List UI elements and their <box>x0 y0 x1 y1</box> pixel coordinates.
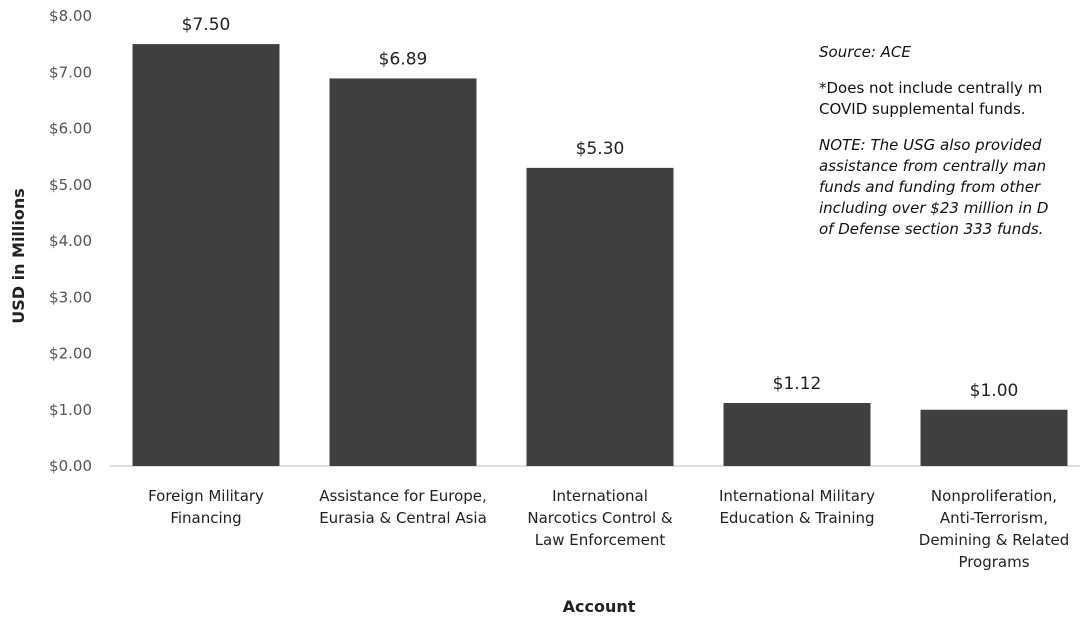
usg-note-line-5: of Defense section 333 funds. <box>819 220 1044 238</box>
bar-value-label: $1.00 <box>970 381 1019 401</box>
bars <box>132 44 1068 466</box>
category-label: Assistance for Europe, <box>319 487 487 505</box>
y-tick-label: $3.00 <box>49 288 92 306</box>
category-label: Education & Training <box>719 509 874 527</box>
usg-note-line-4: including over $23 million in D <box>819 199 1049 217</box>
category-label: Anti-Terrorism, <box>940 509 1048 527</box>
usg-note-line-3: funds and funding from other <box>819 178 1041 196</box>
bar <box>329 78 477 466</box>
bar-value-label: $5.30 <box>576 139 625 159</box>
chart-notes: Source: ACE *Does not include centrally … <box>819 42 1080 240</box>
y-tick-label: $7.00 <box>49 63 92 81</box>
usg-note-line-1: NOTE: The USG also provided <box>819 136 1042 154</box>
category-label: Programs <box>958 553 1029 571</box>
bar-value-label: $7.50 <box>182 15 231 35</box>
usg-note-line-2: assistance from centrally man <box>819 157 1047 175</box>
category-label: Financing <box>170 509 241 527</box>
category-label: International <box>552 487 648 505</box>
source-note: Source: ACE <box>819 43 911 61</box>
bar <box>723 403 871 466</box>
bar <box>132 44 280 466</box>
category-label: Narcotics Control & <box>527 509 673 527</box>
y-tick-label: $6.00 <box>49 120 92 138</box>
y-tick-label: $2.00 <box>49 345 92 363</box>
x-axis-title: Account <box>563 597 636 616</box>
bar <box>920 409 1068 466</box>
category-label: Nonproliferation, <box>931 487 1057 505</box>
bar <box>526 167 674 466</box>
y-tick-label: $8.00 <box>49 7 92 25</box>
data-labels: $7.50 $6.89 $5.30 $1.12 $1.00 <box>182 15 1019 401</box>
bar-value-label: $1.12 <box>773 374 822 394</box>
category-label: Eurasia & Central Asia <box>319 509 487 527</box>
y-tick-label: $5.00 <box>49 176 92 194</box>
y-axis-ticks: $0.00 $1.00 $2.00 $3.00 $4.00 $5.00 $6.00 $7.00… <box>49 7 92 475</box>
category-labels: Foreign Military Financing Assistance for … <box>148 487 1069 571</box>
y-tick-label: $4.00 <box>49 232 92 250</box>
y-axis-title: USD in Millions <box>9 188 28 324</box>
category-label: Foreign Military <box>148 487 264 505</box>
funds-note-line-1: *Does not include centrally m <box>819 79 1043 97</box>
category-label: International Military <box>719 487 875 505</box>
y-tick-label: $0.00 <box>49 457 92 475</box>
category-label: Demining & Related <box>919 531 1069 549</box>
category-label: Law Enforcement <box>535 531 666 549</box>
y-tick-label: $1.00 <box>49 401 92 419</box>
bar-value-label: $6.89 <box>379 49 428 69</box>
funds-note-line-2: COVID supplemental funds. <box>819 100 1026 118</box>
